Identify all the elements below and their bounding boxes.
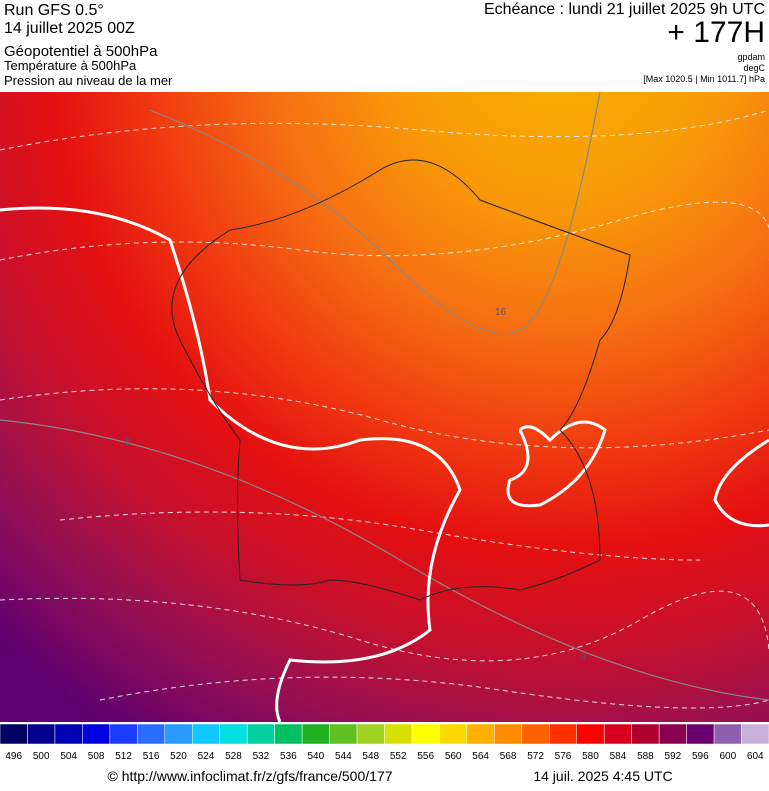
color-swatch [301,723,330,745]
color-swatch [384,723,413,745]
color-swatch [439,723,468,745]
colorbar-label: 496 [5,751,22,762]
contour-label: 16 [495,307,507,318]
coastline [171,159,631,601]
timestamp: 14 juil. 2025 4:45 UTC [533,768,672,784]
colorbar-label: 572 [527,751,544,762]
colorbar-label: 568 [500,751,517,762]
unit: gpdam [737,52,765,62]
colorbar-label: 560 [445,751,462,762]
color-swatch [658,723,687,745]
valid-time: Echéance : lundi 21 juillet 2025 9h UTC [484,1,765,18]
run: 14 juillet 2025 00Z [4,20,135,37]
colorbar-label: 544 [335,751,352,762]
color-swatch [356,723,385,745]
lead-time: + 177H [667,16,765,49]
colorbar-label: 552 [390,751,407,762]
colorbar-label: 548 [362,751,379,762]
colorbar-label: 520 [170,751,187,762]
colorbar-label: 588 [637,751,654,762]
isobars [0,109,769,709]
map-field [0,92,769,722]
map: 16 8 8 [0,91,769,723]
colorbar: 496 500 504 508 512 516 520 524 528 532 536 540 544 5… [0,723,769,762]
color-swatch [713,723,742,745]
color-swatch [27,723,56,745]
color-swatch [109,723,138,745]
colorbar-label: 536 [280,751,297,762]
colorbar-label: 512 [115,751,132,762]
color-swatch [192,723,220,745]
colorbar-label: 576 [555,751,572,762]
color-swatch [631,723,660,745]
source: © http://www.infoclimat.fr/z/gfs/france/… [108,768,393,784]
contour-label: 8 [125,437,131,448]
color-swatch [494,723,523,745]
colorbar-label: 592 [665,751,682,762]
colorbar-label: 556 [417,751,434,762]
contour-label: 8 [580,652,586,663]
color-swatch [741,723,769,745]
color-swatch [0,723,28,745]
color-swatch [576,723,605,745]
color-swatch [549,723,577,745]
color-swatch [82,723,111,745]
field: Température à 500hPa [4,58,137,73]
color-swatch [466,723,495,745]
colorbar-label: 580 [582,751,599,762]
colorbar-label: 508 [88,751,105,762]
colorbar-label: 600 [719,751,736,762]
unit: degC [743,63,765,73]
model: Run GFS 0.5° [4,2,104,19]
field: Géopotentiel à 500hPa [4,43,158,60]
color-swatch [246,723,275,745]
colorbar-label: 500 [33,751,50,762]
geopotential-contour [0,206,769,723]
unit: [Max 1020.5 | Min 1011.7] hPa [643,74,765,84]
colorbar-label: 604 [747,751,764,762]
color-swatch [219,723,248,745]
colorbar-label: 584 [610,751,627,762]
field: Pression au niveau de la mer [4,73,173,88]
color-swatch [603,723,632,745]
color-swatch [274,723,303,745]
colorbar-label: 504 [60,751,77,762]
colorbar-label: 516 [143,751,160,762]
color-swatch [521,723,550,745]
colorbar-label: 564 [472,751,489,762]
colorbar-label: 596 [692,751,709,762]
temperature-lines [0,91,769,701]
color-swatch [137,723,166,745]
color-swatch [411,723,440,745]
colorbar-label: 532 [253,751,270,762]
colorbar-label: 540 [307,751,324,762]
color-swatch [54,723,83,745]
color-swatch [329,723,358,745]
colorbar-label: 528 [225,751,242,762]
color-swatch [164,723,193,745]
color-swatch [686,723,715,745]
colorbar-label: 524 [198,751,215,762]
